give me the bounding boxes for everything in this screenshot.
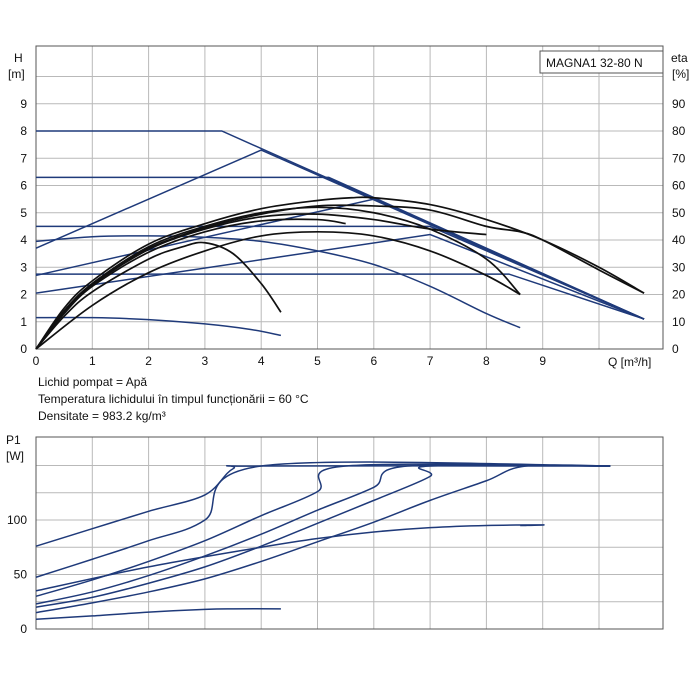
power-curve [35,524,545,592]
power-panel: 0 50 100 P1 [W] [6,433,664,636]
x-tick-label: 0 [33,354,40,368]
power-curve [35,464,611,614]
efficiency-curve [35,213,487,350]
x-tick-label: 8 [483,354,490,368]
y-axis-unit-m: [m] [8,67,25,81]
y-tick-label: 6 [20,179,27,193]
right-tick-label: 70 [672,151,686,165]
bottom-plot-frame [35,436,664,630]
head-curve [35,233,645,320]
power-curve [35,465,611,547]
p1-tick-label: 100 [7,513,27,527]
power-curve [35,464,611,608]
x-tick-label: 5 [314,354,321,368]
head-curve [35,149,645,320]
p1-tick-label: 0 [20,622,27,636]
fluid-notes: Lichid pompat = Apă Temperatura lichidul… [38,375,309,423]
power-curve [35,608,281,620]
right-tick-label: 40 [672,233,686,247]
y-tick-label: 9 [20,97,27,111]
model-title: MAGNA1 32-80 N [546,56,643,70]
right-tick-label: 0 [672,342,679,356]
right-tick-label: 50 [672,206,686,220]
power-curve [35,463,611,605]
y-axis-unit-w: [W] [6,449,24,463]
y-tick-label: 0 [20,342,27,356]
right-axis-label-eta: eta [671,51,688,65]
y-tick-label: 2 [20,288,27,302]
top-curves [35,130,645,350]
x-tick-label: 6 [370,354,377,368]
bottom-tick-labels: 0 50 100 [7,513,27,636]
right-tick-label: 90 [672,97,686,111]
y-tick-label: 8 [20,124,27,138]
top-plot-frame [35,45,664,350]
model-title-box [539,50,664,74]
y-tick-label: 4 [20,233,27,247]
y-tick-label: 7 [20,151,27,165]
note-operating-temperature: Temperatura lichidului în timpul funcțio… [38,392,309,406]
efficiency-curve [35,218,346,350]
head-curve [35,235,521,329]
efficiency-curve [35,241,282,350]
p1-tick-label: 50 [14,568,28,582]
y-axis-label-p1: P1 [6,433,21,447]
right-tick-label: 30 [672,260,686,274]
right-tick-label: 10 [672,315,686,329]
y-tick-label: 5 [20,206,27,220]
right-axis-unit-percent: [%] [672,67,689,81]
x-tick-label: 2 [145,354,152,368]
power-curve [35,463,611,598]
x-tick-label: 3 [202,354,209,368]
bottom-curves [35,461,611,620]
efficiency-curve [35,206,521,350]
right-tick-label: 20 [672,288,686,302]
note-pumped-fluid: Lichid pompat = Apă [38,375,147,389]
top-gridlines [36,46,663,349]
power-curve [35,461,611,578]
head-curve [35,316,282,337]
head-efficiency-panel: 0 1 2 3 4 5 6 7 8 901234567890102030405060708090 … [8,45,689,369]
right-tick-label: 80 [672,124,686,138]
head-curve [36,273,645,320]
head-curve [36,130,645,320]
note-density: Densitate = 983.2 kg/m³ [38,409,166,423]
efficiency-curve [35,230,521,350]
efficiency-curve [35,196,645,350]
x-axis-label-q: Q [m³/h] [608,355,651,369]
y-tick-label: 1 [20,315,27,329]
x-tick-label: 4 [258,354,265,368]
right-tick-label: 60 [672,179,686,193]
y-axis-label-h: H [14,51,23,65]
x-tick-label: 9 [539,354,546,368]
x-tick-label: 1 [89,354,96,368]
y-tick-label: 3 [20,260,27,274]
x-tick-label: 7 [427,354,434,368]
